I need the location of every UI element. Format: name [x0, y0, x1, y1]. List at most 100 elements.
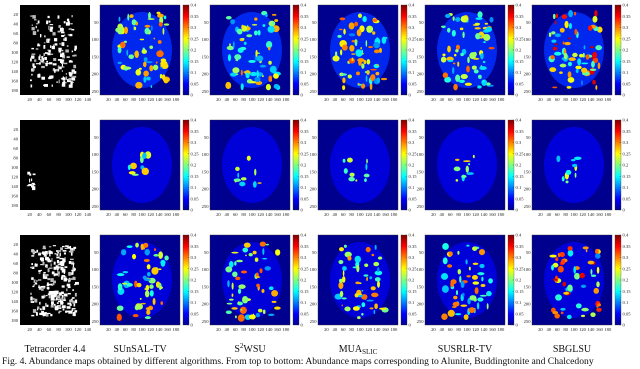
abundance-blob: [356, 29, 362, 37]
abundance-blob: [592, 79, 596, 85]
pixel-cluster: [60, 266, 64, 271]
y-tick-label: 120: [11, 174, 19, 179]
y-tick-label: 150: [310, 169, 318, 174]
pixel-cluster: [37, 306, 40, 310]
x-tick-label: 60: [47, 212, 52, 217]
y-tick-label: 200: [202, 302, 210, 307]
abundance-blob: [593, 287, 600, 294]
pixel-cluster: [68, 274, 70, 276]
pixel-cluster: [67, 20, 70, 24]
abundance-blob: [338, 259, 344, 265]
abundance-blob: [595, 248, 599, 255]
pixel-cluster: [64, 37, 67, 42]
abundance-blob: [457, 268, 462, 275]
pixel-cluster: [30, 301, 35, 303]
pixel-cluster: [35, 63, 40, 65]
colorbar-tick-label: 0.2: [191, 163, 197, 168]
abundance-blob: [556, 155, 561, 163]
pixel-cluster: [41, 56, 44, 59]
pixel-cluster: [73, 64, 77, 69]
abundance-blob: [268, 75, 273, 82]
pixel-cluster: [54, 69, 56, 73]
pixel-cluster: [39, 34, 42, 38]
abundance-blob: [225, 266, 233, 273]
abundance-blob: [231, 293, 234, 297]
colorbar-tick-label: 0: [623, 93, 626, 98]
abundance-blob: [551, 264, 554, 271]
column-label: Tetracorder 4.4: [25, 344, 86, 355]
abundance-blob: [369, 307, 374, 310]
pixel-cluster: [30, 79, 32, 82]
abundance-blob: [467, 297, 471, 305]
y-tick-label: 150: [92, 54, 100, 59]
abundance-blob: [240, 177, 247, 181]
pixel-cluster: [58, 25, 61, 28]
pixel-cluster: [38, 73, 41, 78]
pixel-cluster: [73, 71, 77, 74]
pixel-cluster: [72, 312, 76, 316]
abundance-blob: [369, 276, 373, 280]
map-frame: [99, 4, 181, 96]
pixel-cluster: [64, 247, 68, 249]
abundance-blob: [365, 75, 368, 83]
pixel-cluster: [74, 48, 77, 51]
abundance-blob: [339, 278, 343, 283]
abundance-blob: [366, 25, 374, 33]
abundance-blob: [128, 171, 136, 175]
colorbar-tick-label: 0.2: [191, 48, 197, 53]
y-tick-label: 60: [13, 31, 18, 36]
y-tick-label: 180: [11, 203, 19, 208]
x-tick-label: 40: [37, 212, 42, 217]
abundance-blob: [559, 252, 565, 258]
abundance-blob: [477, 85, 482, 89]
pixel-cluster: [47, 278, 51, 281]
abundance-blob: [488, 46, 495, 50]
pixel-cluster: [68, 60, 73, 63]
abundance-blob: [568, 10, 574, 18]
pixel-cluster: [45, 256, 49, 261]
abundance-blob: [452, 16, 455, 21]
abundance-blob: [551, 39, 557, 43]
abundance-blob: [243, 242, 251, 248]
colorbar-tick-label: 0.2: [409, 48, 415, 53]
abundance-blob: [455, 290, 459, 296]
pixel-cluster: [45, 264, 48, 268]
abundance-blob: [226, 45, 235, 51]
colorbar-tick-label: 0.3: [301, 140, 307, 145]
abundance-blob: [483, 33, 491, 41]
pixel-cluster: [58, 275, 60, 277]
pixel-cluster: [34, 19, 37, 21]
x-tick-label: 180: [282, 97, 290, 102]
x-tick-label: 100: [139, 212, 147, 217]
pixel-cluster: [43, 251, 47, 256]
y-tick-label: 250: [417, 204, 425, 209]
colorbar-tick-label: 0.35: [409, 129, 418, 134]
label-base: MUA: [339, 344, 363, 355]
y-tick-label: 100: [11, 280, 19, 285]
pixel-cluster: [45, 63, 48, 67]
abundance-blob: [479, 35, 482, 37]
pixel-cluster: [59, 310, 61, 313]
pixel-cluster: [44, 52, 48, 54]
abundance-blob: [458, 79, 465, 84]
abundance-blob: [248, 59, 256, 63]
colorbar-tick-label: 0.1: [409, 300, 415, 305]
x-tick-label: 100: [464, 212, 472, 217]
abundance-blob: [225, 81, 232, 90]
abundance-blob: [489, 16, 494, 23]
abundance-blob: [351, 53, 356, 55]
x-tick-label: 160: [274, 97, 282, 102]
x-tick-label: 140: [156, 97, 164, 102]
x-tick-label: 80: [241, 212, 246, 217]
pixel-cluster: [62, 299, 66, 302]
abundance-blob: [484, 22, 489, 25]
pixel-cluster: [40, 288, 44, 291]
abundance-blob: [596, 307, 602, 312]
pixel-cluster: [62, 258, 66, 263]
pixel-cluster: [41, 295, 44, 299]
abundance-blob: [567, 76, 575, 83]
colorbar-tick-label: 0.3: [191, 25, 197, 30]
colorbar-tick-label: 0.25: [301, 36, 310, 41]
